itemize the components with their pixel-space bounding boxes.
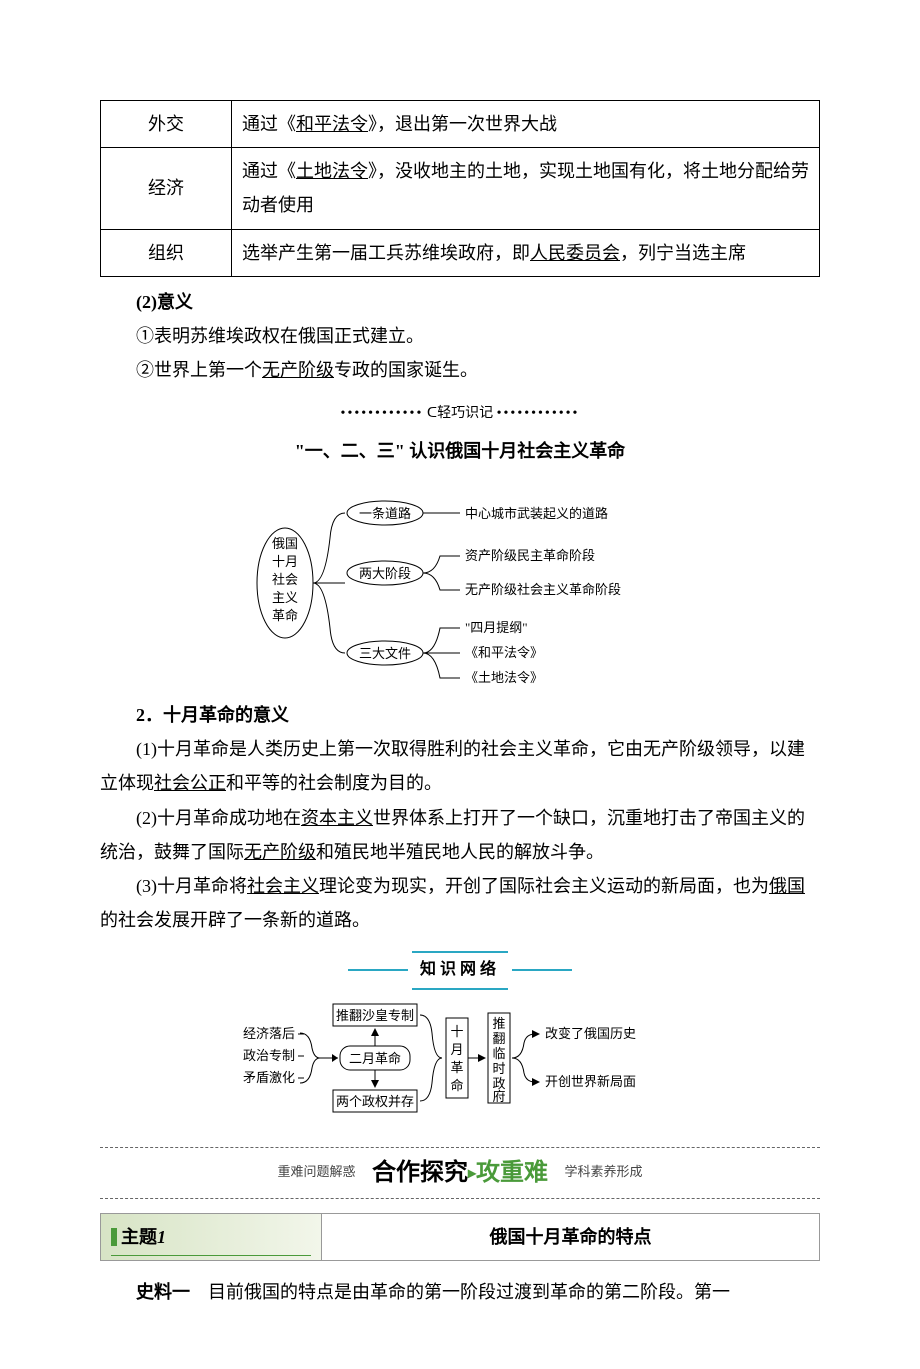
svg-text:二月革命: 二月革命 bbox=[349, 1051, 401, 1066]
svg-text:改变了俄国历史: 改变了俄国历史 bbox=[545, 1026, 636, 1041]
banner-mid: 合作探究▸攻重难 bbox=[372, 1150, 548, 1196]
material-line: 史料一 目前俄国的特点是由革命的第一阶段过渡到革命的第二阶段。第一 bbox=[100, 1275, 820, 1309]
meaning-item-2: ②世界上第一个无产阶级专政的国家诞生。 bbox=[100, 353, 820, 387]
table-row: 外交 通过《和平法令》，退出第一次世界大战 bbox=[101, 101, 820, 148]
svg-text:开创世界新局面: 开创世界新局面 bbox=[545, 1074, 636, 1089]
row-label: 组织 bbox=[101, 229, 232, 276]
october-p3: (3)十月革命将社会主义理论变为现实，开创了国际社会主义运动的新局面，也为俄国的… bbox=[100, 869, 820, 937]
svg-text:政治专制: 政治专制 bbox=[243, 1048, 295, 1063]
svg-text:俄国: 俄国 bbox=[272, 536, 298, 551]
svg-text:推翻沙皇专制: 推翻沙皇专制 bbox=[336, 1008, 414, 1023]
row-content: 通过《土地法令》，没收地主的土地，实现土地国有化，将土地分配给劳动者使用 bbox=[232, 148, 820, 229]
svg-text:主义: 主义 bbox=[272, 590, 298, 605]
svg-text:命: 命 bbox=[450, 1078, 463, 1093]
svg-text:临: 临 bbox=[492, 1046, 505, 1061]
svg-text:革命: 革命 bbox=[272, 608, 298, 623]
mnemonic-title: "一、二、三" 认识俄国十月社会主义革命 bbox=[100, 434, 820, 468]
row-label: 外交 bbox=[101, 101, 232, 148]
svg-text:经济落后: 经济落后 bbox=[243, 1026, 295, 1041]
flow-diagram-knowledge: 经济落后 政治专制 矛盾激化 二月革命 推翻沙皇专制 两个政权并存 bbox=[230, 998, 690, 1129]
svg-text:十月: 十月 bbox=[272, 554, 298, 569]
topic-title: 俄国十月革命的特点 bbox=[322, 1214, 819, 1260]
topic-label: 主题1 bbox=[101, 1214, 322, 1260]
svg-text:府: 府 bbox=[492, 1089, 505, 1104]
svg-text:矛盾激化: 矛盾激化 bbox=[243, 1070, 295, 1085]
row-label: 经济 bbox=[101, 148, 232, 229]
svg-text:无产阶级社会主义革命阶段: 无产阶级社会主义革命阶段 bbox=[465, 582, 621, 597]
october-p2: (2)十月革命成功地在资本主义世界体系上打开了一个缺口，沉重地打击了帝国主义的统… bbox=[100, 801, 820, 869]
heading-october-meaning: 2．十月革命的意义 bbox=[100, 698, 820, 732]
svg-text:月: 月 bbox=[450, 1042, 463, 1057]
svg-text:《和平法令》: 《和平法令》 bbox=[465, 645, 543, 660]
meaning-item-1: ①表明苏维埃政权在俄国正式建立。 bbox=[100, 319, 820, 353]
subheading-meaning: (2)意义 bbox=[100, 285, 820, 319]
svg-text:"四月提纲": "四月提纲" bbox=[465, 620, 528, 635]
svg-text:推: 推 bbox=[492, 1016, 505, 1031]
svg-text:资产阶级民主革命阶段: 资产阶级民主革命阶段 bbox=[465, 548, 595, 563]
knowledge-network-header: 知识网络 bbox=[100, 951, 820, 989]
tree-diagram-october: 俄国 十月 社会 主义 革命 一条道路 中心城市武装起义的道路 两大阶段 资产阶… bbox=[250, 478, 670, 688]
banner-right: 学科素养形成 bbox=[565, 1160, 643, 1185]
svg-text:两个政权并存: 两个政权并存 bbox=[336, 1094, 414, 1109]
table-row: 组织 选举产生第一届工兵苏维埃政府，即人民委员会，列宁当选主席 bbox=[101, 229, 820, 276]
section-banner: 重难问题解惑 合作探究▸攻重难 学科素养形成 bbox=[100, 1147, 820, 1199]
policy-table: 外交 通过《和平法令》，退出第一次世界大战 经济 通过《土地法令》，没收地主的土… bbox=[100, 100, 820, 277]
topic-row: 主题1 俄国十月革命的特点 bbox=[100, 1213, 820, 1261]
october-p1: (1)十月革命是人类历史上第一次取得胜利的社会主义革命，它由无产阶级领导，以建立… bbox=[100, 732, 820, 800]
row-content: 选举产生第一届工兵苏维埃政府，即人民委员会，列宁当选主席 bbox=[232, 229, 820, 276]
svg-text:两大阶段: 两大阶段 bbox=[359, 566, 411, 581]
svg-text:革: 革 bbox=[450, 1060, 463, 1075]
svg-text:一条道路: 一条道路 bbox=[359, 506, 411, 521]
svg-text:时: 时 bbox=[492, 1061, 505, 1076]
mnemonic-header: •••••••••••• ᑕ轻巧识记 •••••••••••• bbox=[100, 401, 820, 428]
svg-text:翻: 翻 bbox=[492, 1031, 505, 1046]
svg-text:社会: 社会 bbox=[272, 572, 298, 587]
table-row: 经济 通过《土地法令》，没收地主的土地，实现土地国有化，将土地分配给劳动者使用 bbox=[101, 148, 820, 229]
row-content: 通过《和平法令》，退出第一次世界大战 bbox=[232, 101, 820, 148]
svg-text:中心城市武装起义的道路: 中心城市武装起义的道路 bbox=[465, 506, 608, 521]
svg-text:十: 十 bbox=[450, 1024, 463, 1039]
banner-left: 重难问题解惑 bbox=[277, 1160, 355, 1185]
svg-text:《土地法令》: 《土地法令》 bbox=[465, 670, 543, 685]
svg-text:三大文件: 三大文件 bbox=[359, 646, 411, 661]
